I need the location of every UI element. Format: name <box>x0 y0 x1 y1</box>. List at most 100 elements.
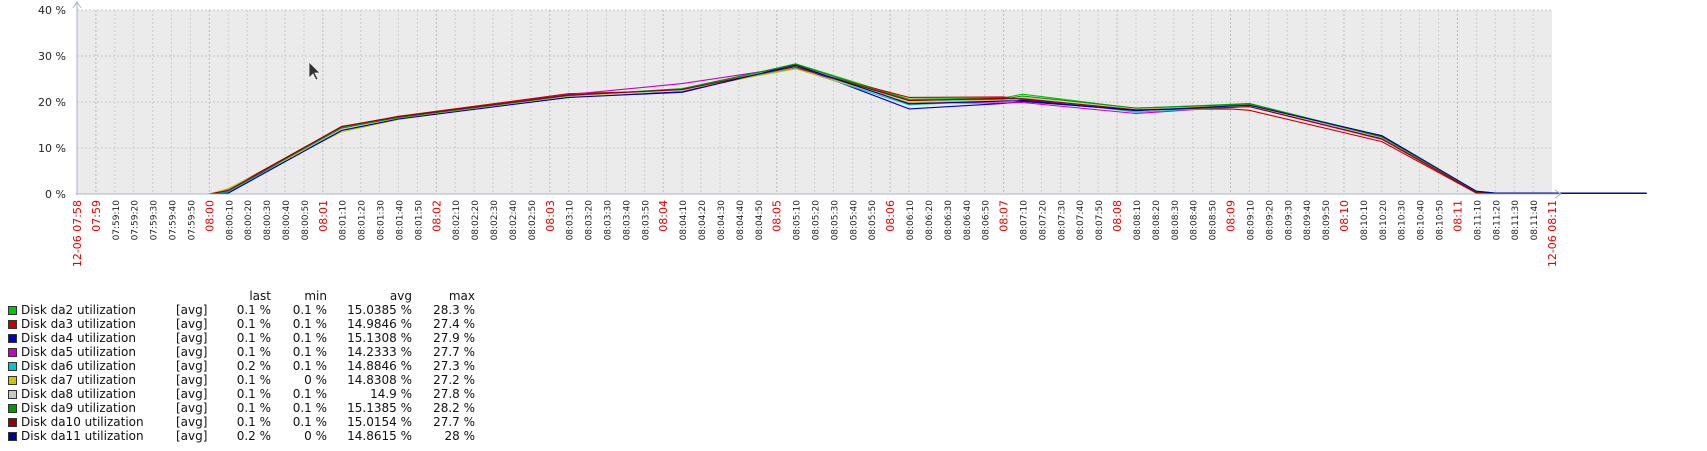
x-tick-label: 08:00:10 <box>225 200 235 241</box>
legend-item-min: 0.1 % <box>292 401 327 415</box>
legend-item-min: 0.1 % <box>292 331 327 345</box>
x-tick-label: 08:07:30 <box>1057 200 1067 241</box>
axes <box>72 1 1562 199</box>
legend-row: Disk da4 utilization [avg] 0.1 % 0.1 % 15.13… <box>8 331 475 345</box>
x-tick-label: 08:03:40 <box>622 200 632 241</box>
x-tick-label: 08:03:50 <box>641 200 651 241</box>
legend-item-last: 0.1 % <box>236 331 271 345</box>
x-tick-label: 08:01 <box>317 200 330 232</box>
legend-item-avg: 14.9846 % <box>347 317 412 331</box>
legend-item-last: 0.1 % <box>236 373 271 387</box>
legend-item-max: 27.4 % <box>433 317 475 331</box>
x-tick-label: 08:06:40 <box>963 200 973 241</box>
legend-item-avg: 15.1308 % <box>347 331 412 345</box>
legend-color-swatch <box>8 417 17 427</box>
legend-item-min: 0.1 % <box>292 317 327 331</box>
x-tick-label: 08:01:20 <box>358 200 368 241</box>
x-tick-label: 07:59:40 <box>169 200 179 241</box>
series-line <box>77 64 1647 195</box>
legend-rows: Disk da2 utilization [avg] 0.1 % 0.1 % 15.03… <box>8 303 475 443</box>
y-tick-label: 10 % <box>38 142 66 155</box>
legend-item-name: Disk da10 utilization <box>21 415 144 429</box>
x-tick-label: 08:04:40 <box>736 200 746 241</box>
x-tick-label: 08:08:40 <box>1190 200 1200 241</box>
x-tick-label: 08:03:30 <box>603 200 613 241</box>
legend-item-last: 0.1 % <box>236 401 271 415</box>
legend-header-max: max <box>448 289 475 303</box>
x-tick-label: 08:03:20 <box>585 200 595 241</box>
legend-item-max: 27.8 % <box>433 387 475 401</box>
series-line <box>77 66 1647 195</box>
x-tick-label: 08:02:10 <box>452 200 462 241</box>
y-axis-arrow-icon <box>72 1 82 9</box>
x-tick-label: 08:07:40 <box>1076 200 1086 241</box>
x-tick-label: 08:09:10 <box>1246 200 1256 241</box>
legend-item-avg: 15.0385 % <box>347 303 412 317</box>
legend-item-avg: 15.1385 % <box>347 401 412 415</box>
legend-row: Disk da7 utilization [avg] 0.1 % 0 % 14.8308… <box>8 373 475 387</box>
x-tick-label: 08:01:10 <box>339 200 349 241</box>
x-tick-label: 08:04:20 <box>698 200 708 241</box>
x-tick-label: 08:03 <box>544 200 557 232</box>
x-tick-label: 08:05:20 <box>812 200 822 241</box>
legend-item-min: 0.1 % <box>292 345 327 359</box>
x-tick-label: 12-06 07:58 <box>71 200 84 267</box>
x-tick-label: 08:01:40 <box>395 200 405 241</box>
x-tick-label: 08:11:10 <box>1473 200 1483 241</box>
x-tick-label: 08:10:50 <box>1436 200 1446 241</box>
legend-color-swatch <box>8 319 17 329</box>
x-tick-label: 08:02:20 <box>471 200 481 241</box>
legend-color-swatch <box>8 305 17 315</box>
x-tick-label: 08:06:10 <box>906 200 916 241</box>
legend-row: Disk da11 utilization [avg] 0.2 % 0 % 14.861… <box>8 429 475 443</box>
legend-item-max: 27.3 % <box>433 359 475 373</box>
x-tick-label: 08:00:30 <box>263 200 273 241</box>
legend-item-avg: 14.8615 % <box>347 429 412 443</box>
x-tick-label: 08:06:30 <box>944 200 954 241</box>
x-tick-label: 08:08:50 <box>1209 200 1219 241</box>
legend-item-last: 0.2 % <box>236 429 271 443</box>
x-tick-label: 08:09:20 <box>1265 200 1275 241</box>
legend-item-min: 0.1 % <box>292 415 327 429</box>
x-tick-label: 08:11:40 <box>1530 200 1540 241</box>
legend-item-avg: 14.9 % <box>370 387 412 401</box>
legend-row: Disk da9 utilization [avg] 0.1 % 0.1 % 15.13… <box>8 401 475 415</box>
legend-row: Disk da6 utilization [avg] 0.2 % 0.1 % 14.88… <box>8 359 475 373</box>
legend-item-name: Disk da7 utilization <box>21 373 136 387</box>
legend-item-name: Disk da5 utilization <box>21 345 136 359</box>
legend-item-func: [avg] <box>176 303 208 317</box>
x-tick-label: 08:05 <box>771 200 784 232</box>
x-tick-label: 12-06 08:11 <box>1546 200 1559 267</box>
legend-item-min: 0.1 % <box>292 303 327 317</box>
x-tick-label: 08:08:20 <box>1152 200 1162 241</box>
legend-item-avg: 14.8846 % <box>347 359 412 373</box>
x-tick-label: 08:05:40 <box>849 200 859 241</box>
legend-item-func: [avg] <box>176 345 208 359</box>
legend-item-min: 0.1 % <box>292 359 327 373</box>
legend-item-max: 27.7 % <box>433 345 475 359</box>
legend-item-max: 28.2 % <box>433 401 475 415</box>
legend-color-swatch <box>8 333 17 343</box>
legend-color-swatch <box>8 431 17 441</box>
x-tick-label: 08:10 <box>1338 200 1351 232</box>
legend-header: last min avg max <box>8 289 475 303</box>
legend-item-name: Disk da4 utilization <box>21 331 136 345</box>
legend-row: Disk da8 utilization [avg] 0.1 % 0.1 % 14.9 … <box>8 387 475 401</box>
legend-item-avg: 15.0154 % <box>347 415 412 429</box>
legend-item-func: [avg] <box>176 415 208 429</box>
x-tick-label: 08:10:40 <box>1417 200 1427 241</box>
x-tick-label: 07:59 <box>90 200 103 232</box>
series-lines <box>77 63 1647 195</box>
legend-item-max: 27.9 % <box>433 331 475 345</box>
x-tick-label: 08:01:50 <box>414 200 424 241</box>
legend-item-min: 0 % <box>304 373 327 387</box>
x-tick-label: 07:59:50 <box>187 200 197 241</box>
y-tick-label: 40 % <box>38 4 66 17</box>
x-tick-label: 08:07:50 <box>1095 200 1105 241</box>
y-tick-label: 30 % <box>38 50 66 63</box>
x-tick-label: 08:02:30 <box>490 200 500 241</box>
x-tick-label: 08:07:10 <box>1020 200 1030 241</box>
legend-item-func: [avg] <box>176 429 208 443</box>
mouse-cursor-icon <box>308 61 321 81</box>
legend-item-max: 27.7 % <box>433 415 475 429</box>
